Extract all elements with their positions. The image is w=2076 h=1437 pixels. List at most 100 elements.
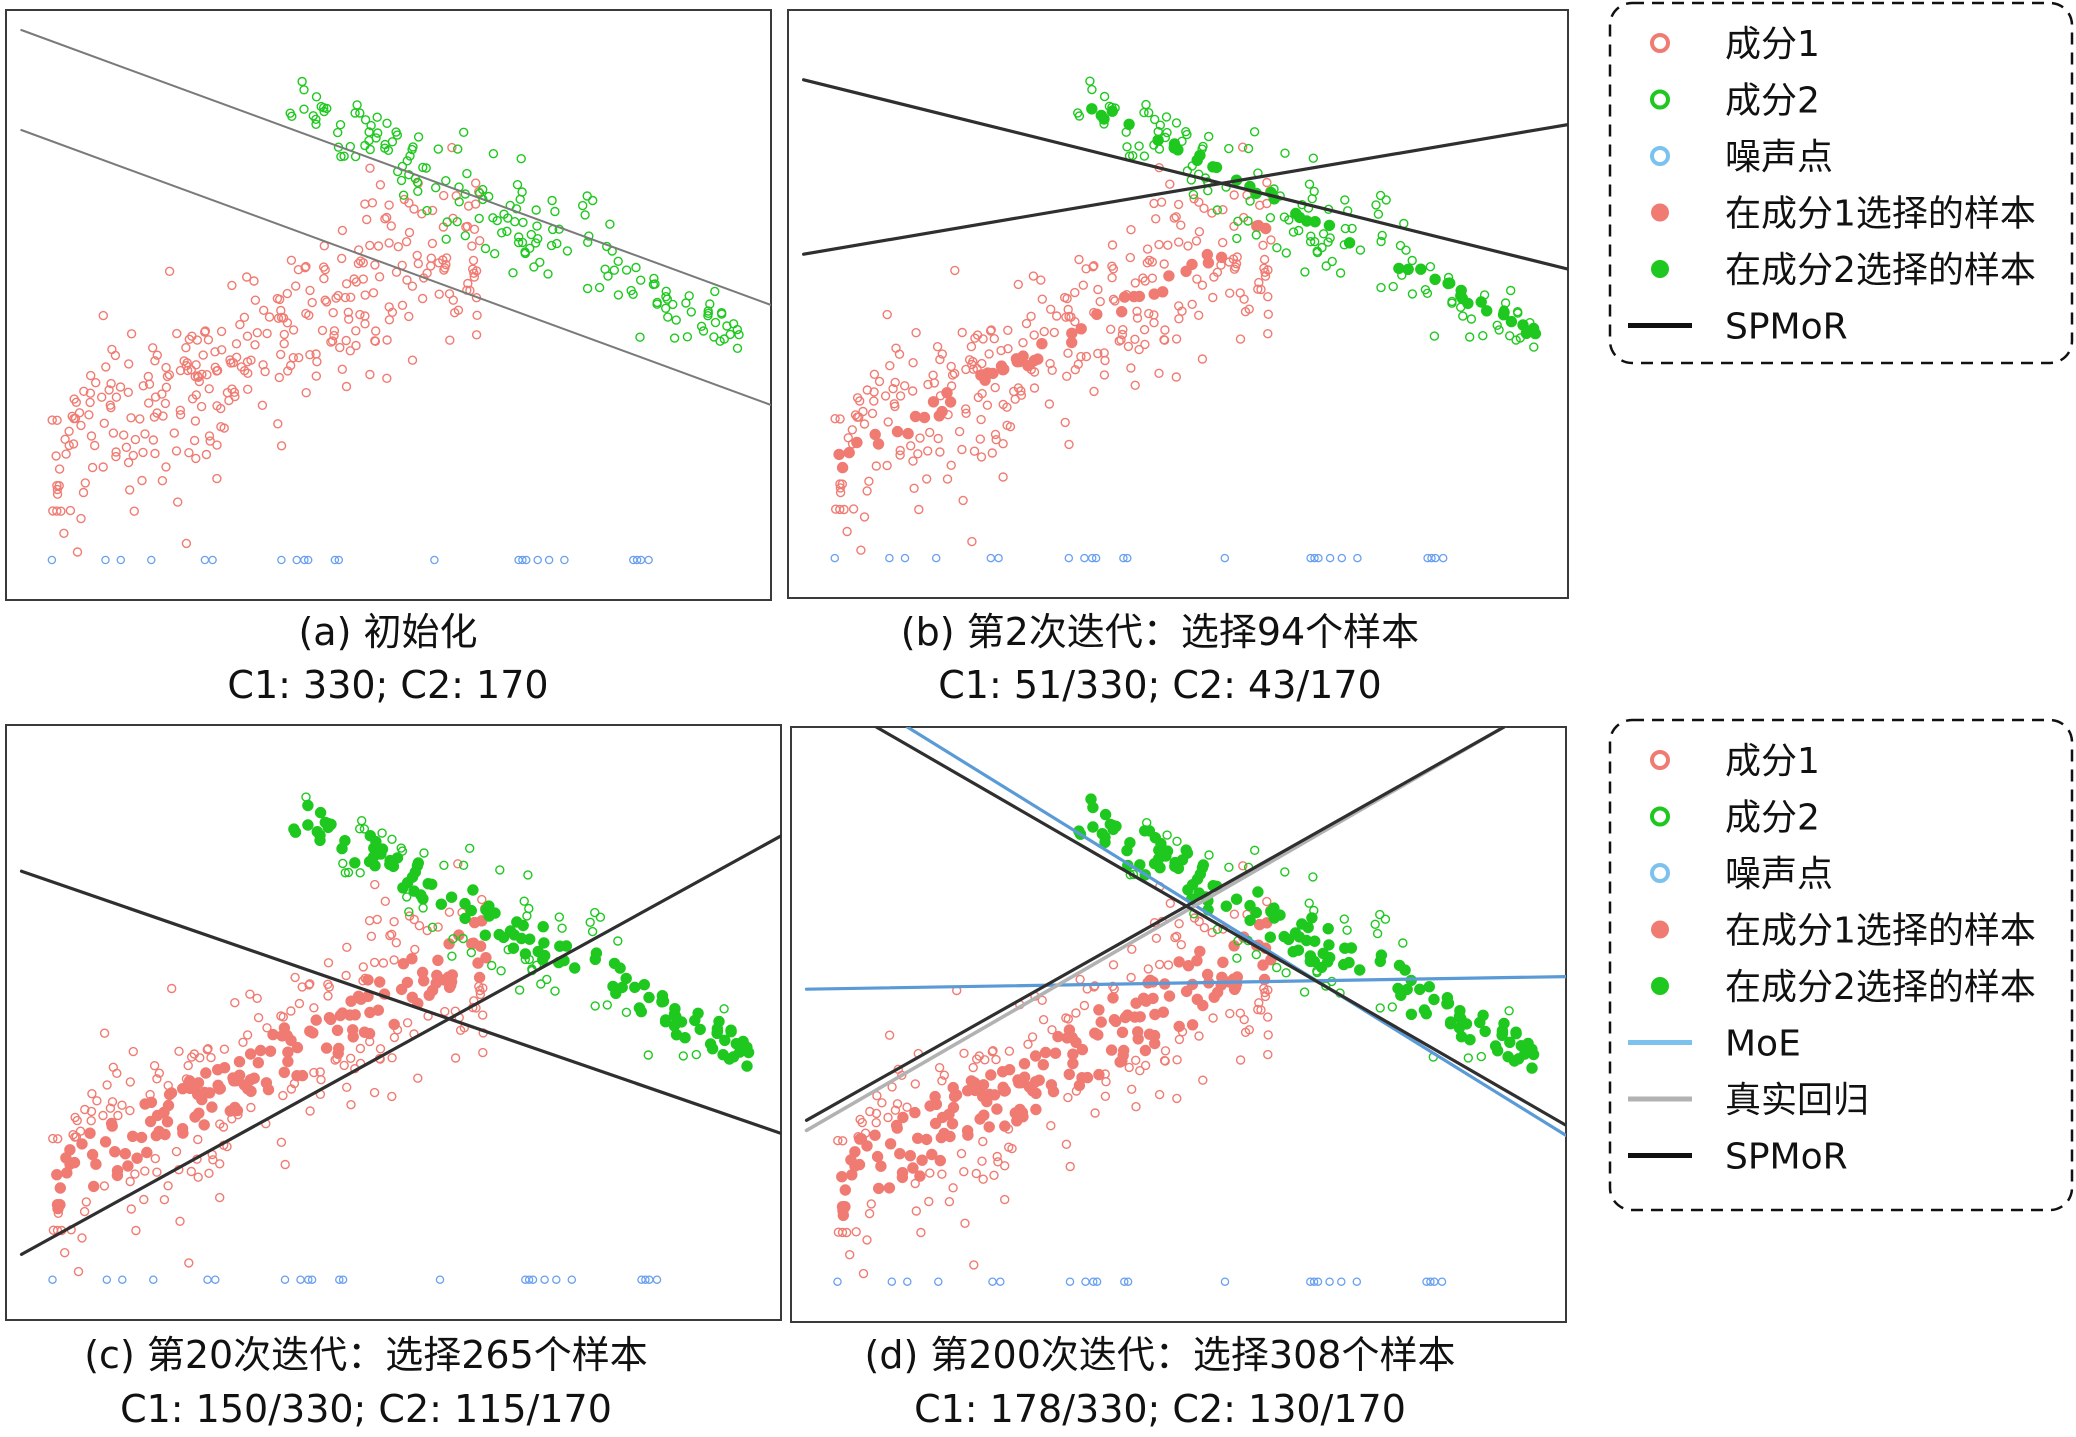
selected-c1-point — [916, 1154, 928, 1166]
c1-point — [67, 411, 77, 421]
c1-point — [1169, 213, 1180, 223]
c2-point — [1387, 1002, 1398, 1012]
c2-point — [1249, 127, 1260, 137]
c1-point — [1183, 241, 1193, 251]
c1-point — [1159, 1055, 1170, 1066]
c2-point — [1398, 938, 1408, 948]
c1-point — [1170, 932, 1180, 943]
c2-point — [717, 309, 727, 319]
selected-c1-point — [198, 1119, 210, 1131]
c1-point — [989, 334, 999, 344]
c1-point — [858, 1268, 869, 1279]
c1-point — [1189, 194, 1199, 204]
c2-point — [1466, 314, 1477, 324]
selected-c1-point — [54, 1182, 66, 1194]
selected-c1-point — [1217, 956, 1229, 968]
selected-c1-point — [1039, 1046, 1052, 1059]
c1-point — [1254, 998, 1264, 1008]
noise-point — [435, 1275, 445, 1284]
c1-point — [162, 371, 173, 382]
noise-point — [1087, 553, 1097, 563]
c1-point — [107, 1097, 118, 1107]
c1-point — [399, 194, 409, 205]
selected-c1-point — [60, 1152, 72, 1164]
c2-point — [402, 156, 412, 166]
c1-point — [855, 1114, 865, 1125]
c1-point — [99, 418, 110, 428]
c1-point — [414, 921, 425, 931]
selected-c2-point — [1444, 1016, 1457, 1028]
c1-point — [86, 1106, 97, 1117]
c1-point — [380, 214, 390, 224]
c1-point — [477, 894, 487, 905]
noise-point — [1120, 1277, 1129, 1286]
selected-c2-point — [302, 799, 314, 812]
c2-point — [1304, 898, 1314, 908]
selected-c1-point — [161, 1115, 174, 1128]
c1-point — [924, 1196, 934, 1207]
c1-point — [998, 472, 1008, 482]
c1-point — [1132, 313, 1143, 323]
selected-c1-point — [1117, 1049, 1129, 1062]
c1-point — [305, 285, 315, 296]
c1-point — [272, 293, 283, 304]
c1-point — [843, 433, 853, 443]
c1-point — [276, 349, 286, 360]
selected-c1-point — [76, 1138, 88, 1150]
c1-point — [79, 1206, 90, 1217]
c1-point — [1193, 310, 1204, 320]
c1-point — [387, 1091, 397, 1102]
c1-point — [1074, 254, 1084, 265]
c1-point — [193, 1172, 203, 1182]
c1-point — [862, 385, 872, 395]
c1-point — [264, 312, 275, 322]
c2-point — [1172, 836, 1182, 846]
noise-point — [101, 555, 110, 565]
c1-point — [323, 991, 333, 1001]
c1-point — [52, 415, 62, 425]
c1-point — [387, 1053, 397, 1063]
selected-c1-point — [1067, 1048, 1079, 1060]
noise-point — [885, 553, 894, 563]
noise-point — [830, 553, 840, 563]
c1-point — [85, 370, 96, 381]
c2-point — [1280, 867, 1290, 877]
c1-point — [401, 236, 412, 247]
c1-point — [961, 408, 971, 418]
c2-point — [1204, 850, 1214, 860]
c1-point — [355, 1043, 366, 1054]
c1-point — [125, 1176, 135, 1187]
selected-c1-point — [211, 1063, 224, 1076]
c1-point — [1108, 981, 1118, 991]
c1-point — [830, 414, 840, 424]
c1-point — [1172, 1055, 1182, 1065]
c1-point — [866, 1199, 876, 1209]
noise-point — [1438, 553, 1448, 563]
c2-point — [662, 294, 672, 304]
c1-point — [282, 288, 292, 299]
c1-point — [252, 328, 262, 338]
c1-point — [869, 387, 879, 397]
panel-a-plot — [20, 29, 771, 565]
c1-point — [198, 350, 208, 360]
c1-point — [890, 1105, 901, 1115]
c1-point — [883, 1112, 893, 1123]
c1-point — [1254, 277, 1264, 288]
panel-d-plot — [804, 727, 1566, 1286]
selected-c1-point — [260, 1077, 273, 1089]
c1-point — [1071, 1008, 1081, 1018]
selected-c2-point — [409, 866, 421, 878]
selected-c2-point — [519, 948, 532, 960]
c1-point — [869, 369, 880, 379]
selected-c2-point — [467, 884, 479, 896]
c2-point — [1321, 261, 1331, 271]
spmor-line — [874, 727, 1566, 1127]
selected-c2-point — [670, 1011, 682, 1023]
noise-point — [533, 555, 542, 565]
c2-point — [1162, 127, 1172, 138]
noise-point — [1313, 1277, 1323, 1286]
c1-point — [1171, 334, 1182, 344]
c2-point — [1271, 962, 1282, 973]
selected-c1-point — [1143, 1028, 1156, 1040]
selected-c1-point — [897, 1111, 909, 1124]
